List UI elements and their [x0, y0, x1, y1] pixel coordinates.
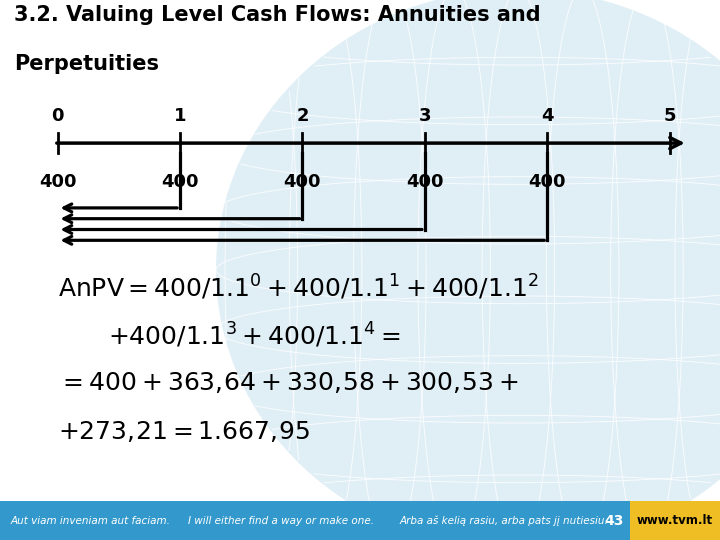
Bar	[630, 501, 720, 540]
Text: 400: 400	[161, 173, 199, 191]
Text: 2: 2	[296, 107, 309, 125]
Text: Aut viam inveniam aut faciam.: Aut viam inveniam aut faciam.	[11, 516, 171, 525]
Text: 0: 0	[51, 107, 64, 125]
Text: 400: 400	[39, 173, 76, 191]
Bar	[0, 501, 630, 540]
Text: Arba aš kelią rasiu, arba pats jį nutiesiu.: Arba aš kelią rasiu, arba pats jį nuties…	[400, 515, 608, 526]
Text: I will either find a way or make one.: I will either find a way or make one.	[188, 516, 374, 525]
Text: $\mathsf{=400+363,\!64+330,\!58+300,\!53 +}$: $\mathsf{=400+363,\!64+330,\!58+300,\!53…	[58, 370, 518, 395]
Ellipse shape	[216, 0, 720, 540]
Text: 400: 400	[406, 173, 444, 191]
Text: $\mathsf{+ 400/1.1^3 + 400/1.1^4 =}$: $\mathsf{+ 400/1.1^3 + 400/1.1^4 =}$	[108, 321, 401, 350]
Text: Perpetuities: Perpetuities	[14, 54, 159, 74]
Text: $\mathsf{+ 273,\!21 = 1.667,\!95}$: $\mathsf{+ 273,\!21 = 1.667,\!95}$	[58, 418, 310, 443]
Text: $\mathsf{AnPV = 400/1.1^0 + 400/1.1^1 + 400/1.1^2}$: $\mathsf{AnPV = 400/1.1^0 + 400/1.1^1 + …	[58, 273, 539, 302]
Text: 400: 400	[284, 173, 321, 191]
Text: 4: 4	[541, 107, 554, 125]
Text: 5: 5	[663, 107, 676, 125]
Text: 43: 43	[605, 514, 624, 528]
Text: www.tvm.lt: www.tvm.lt	[636, 514, 713, 527]
Text: 400: 400	[528, 173, 566, 191]
Text: 3: 3	[418, 107, 431, 125]
Text: 3.2. Valuing Level Cash Flows: Annuities and: 3.2. Valuing Level Cash Flows: Annuities…	[14, 5, 541, 25]
Text: 1: 1	[174, 107, 186, 125]
